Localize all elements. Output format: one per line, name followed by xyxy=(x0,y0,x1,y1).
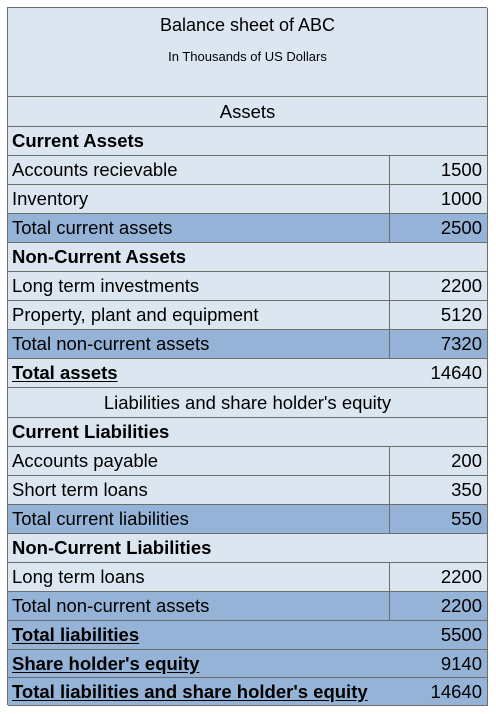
total-assets-row: Total assets 14640 xyxy=(8,359,488,388)
liabilities-header: Liabilities and share holder's equity xyxy=(103,391,392,413)
total-row: Total non-current assets 2200 xyxy=(8,592,488,621)
total-assets-value: 14640 xyxy=(430,362,482,383)
current-assets-heading-row: Current Assets xyxy=(8,127,488,156)
row-value: 1000 xyxy=(440,188,482,209)
current-assets-heading: Current Assets xyxy=(12,130,144,151)
share-holders-equity-label: Share holder's equity xyxy=(12,652,200,674)
total-non-current-assets-value: 7320 xyxy=(440,333,482,354)
row-label: Long term loans xyxy=(8,563,390,591)
total-liabilities-label: Total liabilities xyxy=(12,624,140,645)
total-non-current-liabilities-label: Total non-current assets xyxy=(8,592,390,620)
share-holders-equity-value: 9140 xyxy=(440,652,482,674)
share-holders-equity-row: Share holder's equity 9140 xyxy=(8,650,488,678)
current-liabilities-heading-row: Current Liabilities xyxy=(8,418,488,447)
total-liabilities-row: Total liabilities 5500 xyxy=(8,621,488,650)
row-value: 200 xyxy=(451,450,482,471)
non-current-assets-heading: Non-Current Assets xyxy=(12,246,187,267)
total-current-liabilities-label: Total current liabilities xyxy=(8,505,390,533)
table-row: Inventory 1000 xyxy=(8,185,488,214)
sheet-subtitle: In Thousands of US Dollars xyxy=(168,49,327,64)
title-block: Balance sheet of ABC In Thousands of US … xyxy=(8,8,488,97)
total-row: Total current assets 2500 xyxy=(8,214,488,243)
row-label: Inventory xyxy=(8,185,390,213)
table-row: Long term loans 2200 xyxy=(8,563,488,592)
row-value: 5120 xyxy=(440,304,482,325)
total-row: Total non-current assets 7320 xyxy=(8,330,488,359)
current-liabilities-heading: Current Liabilities xyxy=(12,421,170,442)
total-current-assets-value: 2500 xyxy=(440,217,482,238)
total-non-current-liabilities-value: 2200 xyxy=(440,595,482,616)
balance-sheet-table: Balance sheet of ABC In Thousands of US … xyxy=(7,7,488,706)
row-value: 2200 xyxy=(440,566,482,587)
non-current-assets-heading-row: Non-Current Assets xyxy=(8,243,488,272)
table-row: Accounts recievable 1500 xyxy=(8,156,488,185)
row-label: Accounts payable xyxy=(8,447,390,475)
table-row: Long term investments 2200 xyxy=(8,272,488,301)
row-value: 1500 xyxy=(440,159,482,180)
liabilities-header-row: Liabilities and share holder's equity xyxy=(8,388,488,418)
total-assets-label: Total assets xyxy=(12,362,118,383)
row-value: 350 xyxy=(451,479,482,500)
row-value: 2200 xyxy=(440,275,482,296)
total-liabilities-value: 5500 xyxy=(440,624,482,645)
sheet-title: Balance sheet of ABC xyxy=(159,15,336,35)
row-label: Accounts recievable xyxy=(8,156,390,184)
total-current-liabilities-value: 550 xyxy=(451,508,482,529)
total-liabilities-and-equity-row: Total liabilities and share holder's equ… xyxy=(8,678,488,706)
total-current-assets-label: Total current assets xyxy=(8,214,390,242)
non-current-liabilities-heading: Non-Current Liabilities xyxy=(12,537,212,558)
total-row: Total current liabilities 550 xyxy=(8,505,488,534)
total-liabilities-and-equity-value: 14640 xyxy=(430,680,482,702)
table-row: Property, plant and equipment 5120 xyxy=(8,301,488,330)
table-row: Short term loans 350 xyxy=(8,476,488,505)
row-label: Short term loans xyxy=(8,476,390,504)
row-label: Property, plant and equipment xyxy=(8,301,390,329)
total-non-current-assets-label: Total non-current assets xyxy=(8,330,390,358)
non-current-liabilities-heading-row: Non-Current Liabilities xyxy=(8,534,488,563)
assets-header: Assets xyxy=(219,100,276,122)
row-label: Long term investments xyxy=(8,272,390,300)
table-row: Accounts payable 200 xyxy=(8,447,488,476)
assets-header-row: Assets xyxy=(8,97,488,127)
total-liabilities-and-equity-label: Total liabilities and share holder's equ… xyxy=(12,680,368,702)
